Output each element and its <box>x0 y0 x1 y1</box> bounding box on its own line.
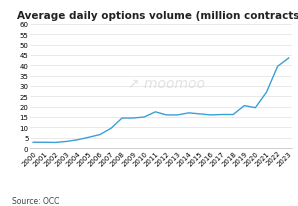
Text: ↗ moomoo: ↗ moomoo <box>128 77 205 91</box>
Text: Source: OCC: Source: OCC <box>12 196 59 205</box>
Title: Average daily options volume (million contracts): Average daily options volume (million co… <box>17 11 298 21</box>
